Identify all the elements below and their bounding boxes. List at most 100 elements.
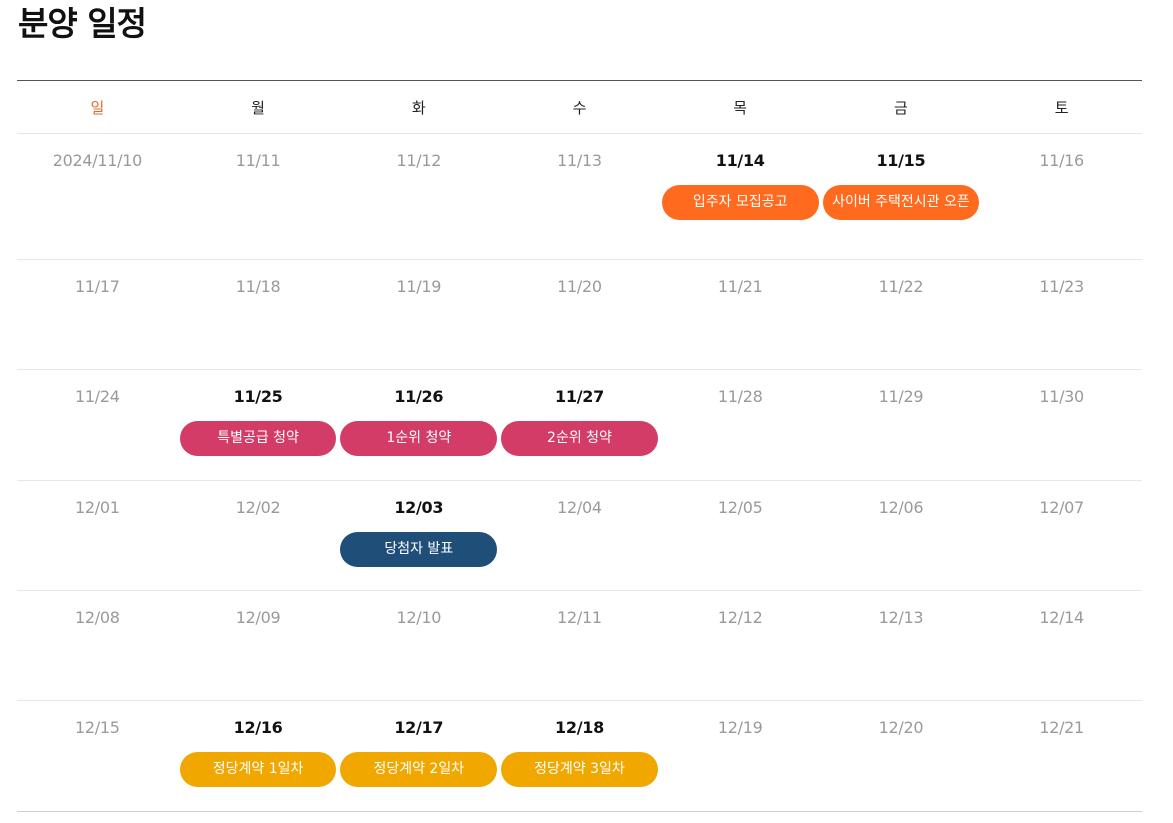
schedule-calendar: 일 월 화 수 목 금 토 2024/11/10 11/11 11/12 11/13 1…: [17, 80, 1142, 812]
page-title: 분양 일정: [18, 4, 147, 43]
calendar-day-cell: 11/21: [660, 260, 821, 369]
schedule-event-badge[interactable]: 1순위 청약: [340, 421, 498, 456]
calendar-day-cell: 11/18: [178, 260, 339, 369]
calendar-date: 12/11: [557, 608, 602, 627]
calendar-date: 12/07: [1039, 498, 1084, 517]
calendar-date: 12/02: [235, 498, 281, 517]
calendar-date: 12/18: [555, 718, 604, 737]
calendar-week-row: 12/01 12/02 12/03 당첨자 발표 12/04 12/05 12/06 12/0…: [17, 481, 1142, 591]
calendar-day-cell: 12/13: [821, 591, 982, 700]
weekday-friday: 금: [894, 98, 908, 117]
calendar-day-cell: 11/27 2순위 청약: [499, 370, 660, 480]
calendar-weeks: 2024/11/10 11/11 11/12 11/13 11/14 입주자 모집공고 11…: [17, 134, 1142, 811]
calendar-date: 11/23: [1039, 277, 1084, 296]
calendar-date: 12/12: [717, 608, 763, 627]
calendar-date: 11/27: [555, 387, 604, 406]
calendar-date: 12/17: [394, 718, 444, 737]
weekday-tuesday: 화: [411, 98, 426, 117]
calendar-date: 11/26: [394, 387, 444, 406]
calendar-day-cell: 11/11: [178, 134, 339, 259]
calendar-day-cell: 12/15: [17, 701, 178, 811]
calendar-day-cell: 12/12: [660, 591, 821, 700]
calendar-day-cell: 12/05: [660, 481, 821, 590]
calendar-day-cell: 11/29: [821, 370, 982, 480]
calendar-day-cell: 11/14 입주자 모집공고: [660, 134, 821, 259]
schedule-event-badge[interactable]: 2순위 청약: [501, 421, 658, 456]
calendar-day-cell: 11/28: [660, 370, 821, 480]
calendar-date: 11/25: [233, 387, 283, 406]
calendar-date: 11/22: [878, 277, 924, 296]
calendar-week-row: 11/24 11/25 특별공급 청약 11/26 1순위 청약 11/27 2순위 청약 1…: [17, 370, 1142, 481]
calendar-date: 11/24: [75, 387, 120, 406]
calendar-date: 11/19: [396, 277, 442, 296]
calendar-date: 12/19: [717, 718, 763, 737]
calendar-day-cell: 12/02: [178, 481, 339, 590]
calendar-day-cell: 12/03 당첨자 발표: [338, 481, 499, 590]
schedule-event-badge[interactable]: 당첨자 발표: [340, 532, 498, 567]
calendar-day-cell: 12/09: [178, 591, 339, 700]
calendar-day-cell: 11/13: [499, 134, 660, 259]
calendar-day-cell: 11/25 특별공급 청약: [178, 370, 339, 480]
calendar-day-cell: 11/17: [17, 260, 178, 369]
calendar-date: 12/16: [233, 718, 283, 737]
calendar-date: 11/14: [715, 151, 765, 170]
calendar-date: 12/04: [557, 498, 602, 517]
calendar-date: 11/17: [75, 277, 120, 296]
calendar-date: 11/12: [396, 151, 442, 170]
calendar-day-cell: 12/10: [338, 591, 499, 700]
calendar-day-cell: 11/12: [338, 134, 499, 259]
calendar-date: 12/08: [75, 608, 120, 627]
calendar-day-cell: 11/23: [981, 260, 1142, 369]
calendar-day-cell: 12/01: [17, 481, 178, 590]
calendar-date: 12/05: [717, 498, 763, 517]
calendar-day-cell: 11/24: [17, 370, 178, 480]
schedule-event-badge[interactable]: 정당계약 1일차: [179, 752, 337, 787]
calendar-date: 11/11: [235, 151, 281, 170]
calendar-day-cell: 11/26 1순위 청약: [338, 370, 499, 480]
calendar-day-cell: 12/19: [660, 701, 821, 811]
calendar-day-cell: 11/16: [981, 134, 1142, 259]
calendar-date: 12/03: [394, 498, 444, 517]
calendar-day-cell: 12/21: [981, 701, 1142, 811]
weekday-saturday: 토: [1054, 98, 1069, 117]
calendar-date: 12/06: [878, 498, 924, 517]
calendar-day-cell: 12/20: [821, 701, 982, 811]
calendar-day-cell: 11/20: [499, 260, 660, 369]
calendar-date: 11/15: [876, 151, 926, 170]
calendar-date: 12/20: [878, 718, 924, 737]
calendar-day-cell: 11/19: [338, 260, 499, 369]
calendar-day-cell: 12/16 정당계약 1일차: [178, 701, 339, 811]
calendar-date: 11/29: [878, 387, 924, 406]
calendar-date: 11/30: [1039, 387, 1084, 406]
calendar-date: 12/14: [1039, 608, 1084, 627]
weekday-wednesday: 수: [572, 98, 587, 117]
weekday-header: 일 월 화 수 목 금 토: [17, 81, 1142, 134]
calendar-date: 11/28: [717, 387, 763, 406]
schedule-event-badge[interactable]: 정당계약 2일차: [340, 752, 498, 787]
calendar-week-row: 12/08 12/09 12/10 12/11 12/12 12/13 12/14: [17, 591, 1142, 701]
schedule-event-badge[interactable]: 정당계약 3일차: [501, 752, 658, 787]
calendar-date: 11/13: [557, 151, 602, 170]
calendar-date: 12/01: [75, 498, 120, 517]
calendar-date: 12/10: [396, 608, 442, 627]
calendar-day-cell: 12/14: [981, 591, 1142, 700]
calendar-day-cell: 12/06: [821, 481, 982, 590]
calendar-day-cell: 12/11: [499, 591, 660, 700]
calendar-date: 11/20: [557, 277, 602, 296]
calendar-day-cell: 12/08: [17, 591, 178, 700]
calendar-week-row: 11/17 11/18 11/19 11/20 11/21 11/22 11/23: [17, 260, 1142, 370]
schedule-event-badge[interactable]: 입주자 모집공고: [661, 185, 819, 220]
calendar-day-cell: 11/22: [821, 260, 982, 369]
calendar-date: 11/16: [1039, 151, 1084, 170]
schedule-event-badge[interactable]: 특별공급 청약: [179, 421, 337, 456]
calendar-date: 12/15: [75, 718, 120, 737]
calendar-day-cell: 2024/11/10: [17, 134, 178, 259]
calendar-date: 12/21: [1039, 718, 1084, 737]
weekday-monday: 월: [251, 98, 265, 117]
calendar-date: 2024/11/10: [52, 151, 143, 170]
schedule-event-badge[interactable]: 사이버 주택전시관 오픈: [822, 185, 980, 220]
calendar-day-cell: 11/15 사이버 주택전시관 오픈: [821, 134, 982, 259]
calendar-day-cell: 12/04: [499, 481, 660, 590]
calendar-day-cell: 12/07: [981, 481, 1142, 590]
calendar-week-row: 12/15 12/16 정당계약 1일차 12/17 정당계약 2일차 12/18 정당계약…: [17, 701, 1142, 811]
